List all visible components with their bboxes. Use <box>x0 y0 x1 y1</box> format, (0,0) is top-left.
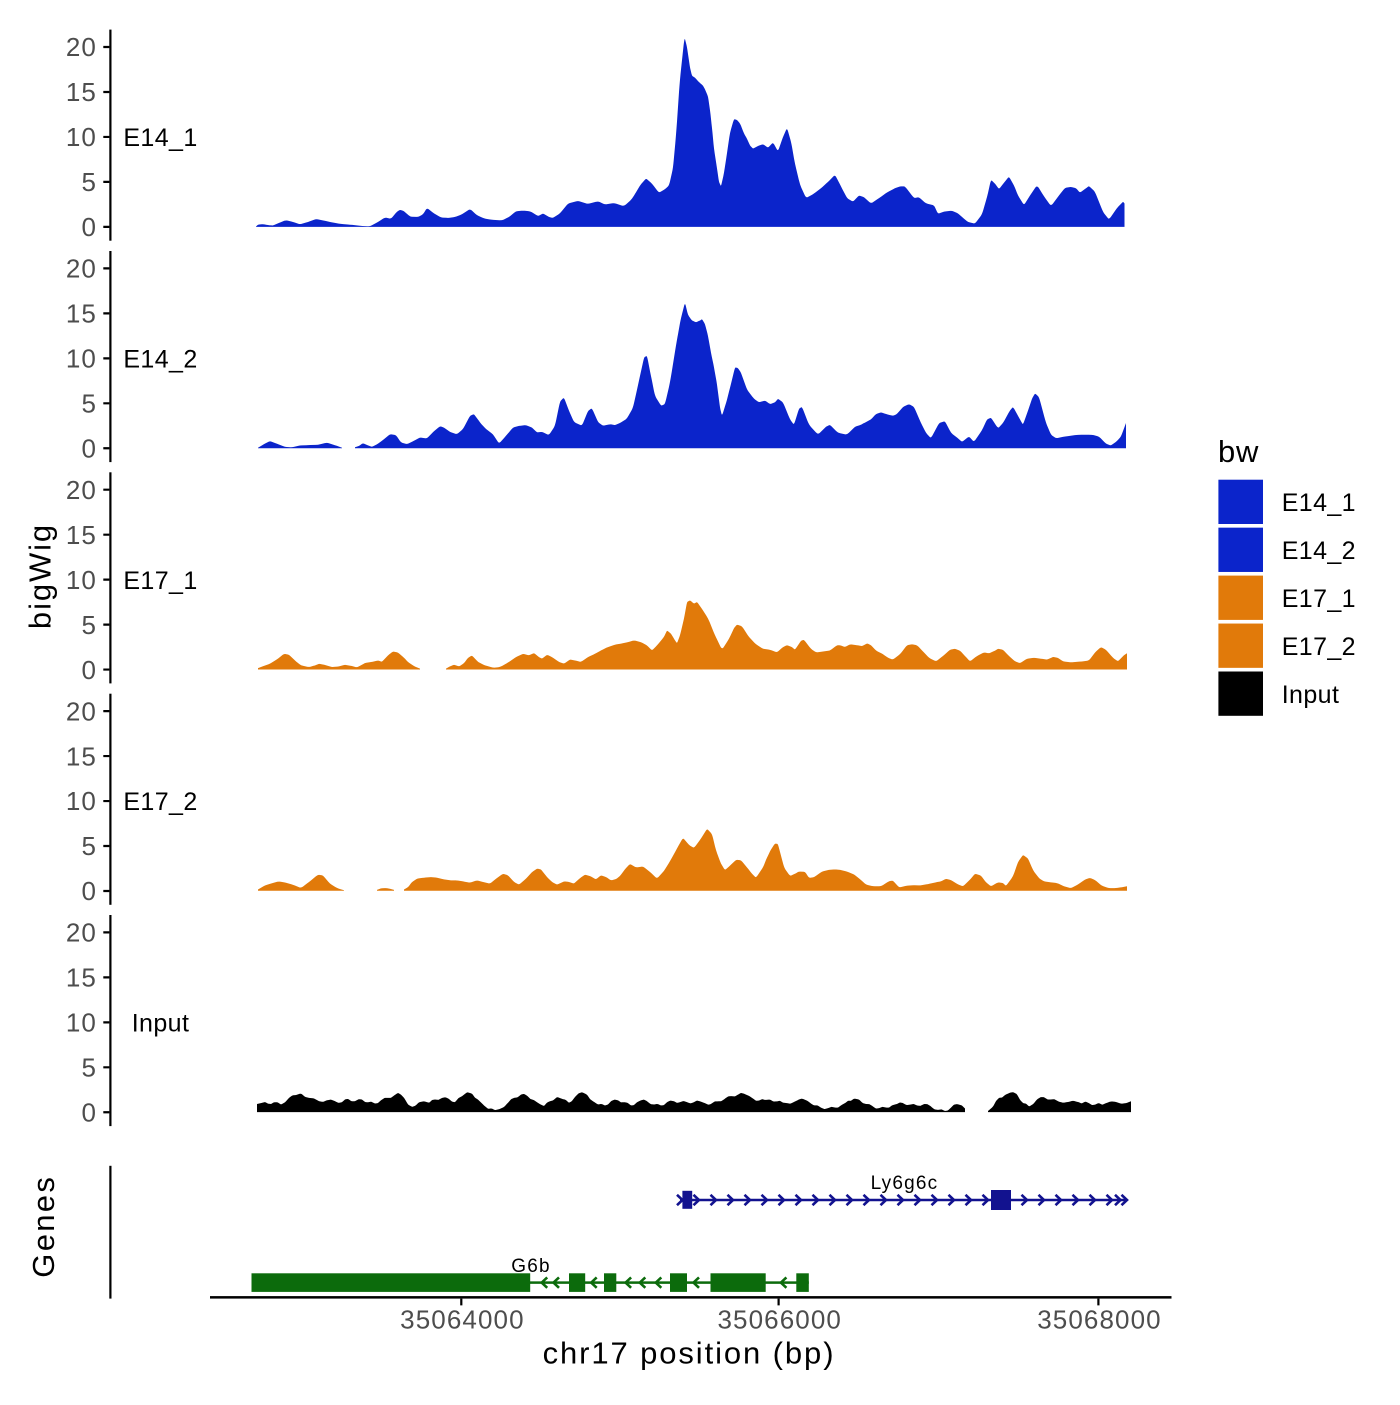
svg-text:10: 10 <box>66 786 97 816</box>
svg-text:G6b: G6b <box>511 1256 551 1277</box>
svg-text:E14_1: E14_1 <box>1282 489 1356 517</box>
svg-text:10: 10 <box>66 1008 97 1038</box>
svg-text:20: 20 <box>66 696 97 726</box>
svg-text:bw: bw <box>1218 434 1259 469</box>
svg-text:0: 0 <box>81 212 97 242</box>
svg-text:Ly6g6c: Ly6g6c <box>871 1173 939 1194</box>
svg-text:0: 0 <box>81 1098 97 1128</box>
svg-text:35066000: 35066000 <box>717 1305 841 1335</box>
svg-text:15: 15 <box>66 963 97 993</box>
svg-text:10: 10 <box>66 565 97 595</box>
svg-text:5: 5 <box>81 610 97 640</box>
svg-text:0: 0 <box>81 434 97 464</box>
svg-text:Input: Input <box>132 1010 190 1038</box>
svg-text:Genes: Genes <box>26 1175 61 1278</box>
svg-text:5: 5 <box>81 389 97 419</box>
svg-text:E14_1: E14_1 <box>123 124 197 152</box>
svg-text:35068000: 35068000 <box>1037 1305 1161 1335</box>
svg-text:15: 15 <box>66 299 97 329</box>
svg-text:0: 0 <box>81 876 97 906</box>
svg-text:5: 5 <box>81 831 97 861</box>
svg-text:E14_2: E14_2 <box>1282 537 1356 565</box>
svg-text:5: 5 <box>81 167 97 197</box>
svg-text:E14_2: E14_2 <box>123 346 197 374</box>
svg-text:bigWig: bigWig <box>23 523 58 629</box>
svg-text:E17_2: E17_2 <box>123 788 197 816</box>
svg-text:Input: Input <box>1282 681 1340 709</box>
svg-text:E17_2: E17_2 <box>1282 633 1356 661</box>
svg-text:E17_1: E17_1 <box>123 567 197 595</box>
svg-text:10: 10 <box>66 344 97 374</box>
svg-text:chr17 position (bp): chr17 position (bp) <box>543 1336 836 1371</box>
svg-text:20: 20 <box>66 254 97 284</box>
svg-text:0: 0 <box>81 655 97 685</box>
svg-text:5: 5 <box>81 1053 97 1083</box>
svg-text:15: 15 <box>66 520 97 550</box>
svg-text:15: 15 <box>66 77 97 107</box>
svg-text:15: 15 <box>66 741 97 771</box>
svg-text:20: 20 <box>66 475 97 505</box>
svg-text:E17_1: E17_1 <box>1282 585 1356 613</box>
svg-text:20: 20 <box>66 32 97 62</box>
svg-text:35064000: 35064000 <box>400 1305 524 1335</box>
svg-text:10: 10 <box>66 122 97 152</box>
svg-text:20: 20 <box>66 918 97 948</box>
